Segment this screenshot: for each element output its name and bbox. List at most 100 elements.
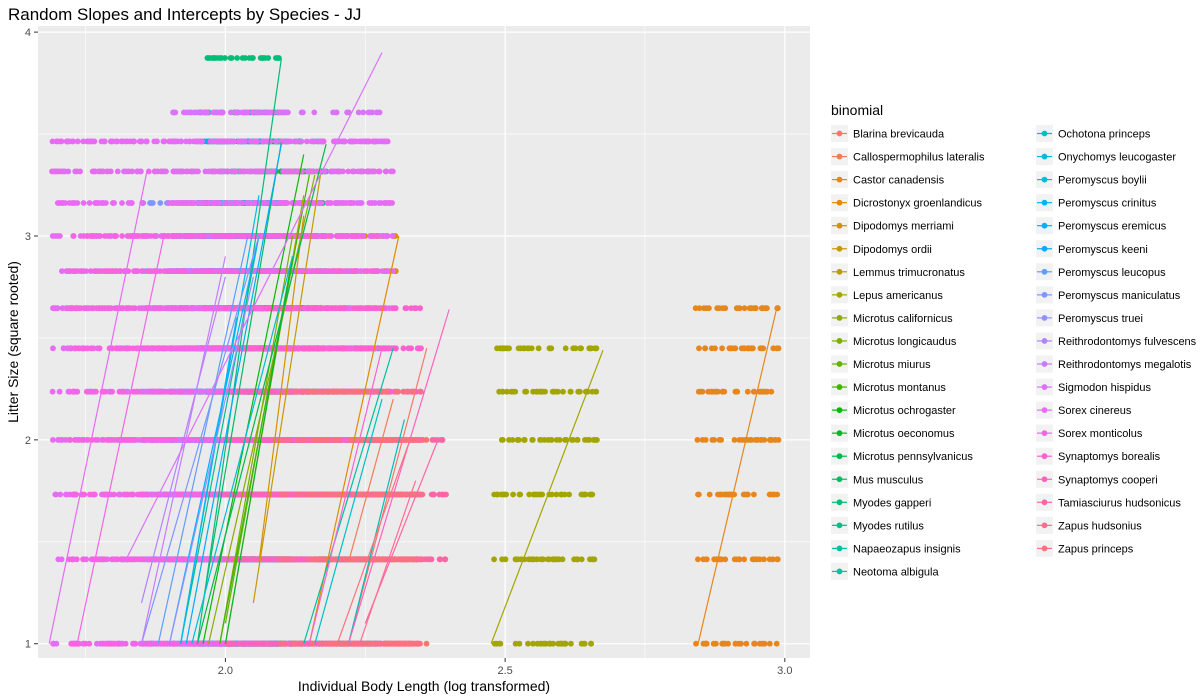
data-point	[731, 437, 738, 443]
data-point	[508, 388, 514, 395]
data-point	[767, 491, 774, 498]
data-point	[538, 437, 544, 443]
data-point	[693, 640, 699, 647]
data-point	[708, 345, 715, 352]
plot-background	[38, 26, 810, 658]
data-point	[590, 556, 596, 563]
data-point	[273, 55, 279, 61]
data-point	[555, 640, 561, 647]
data-point	[553, 491, 560, 498]
data-point	[750, 345, 756, 352]
data-point	[530, 640, 536, 647]
data-point	[542, 388, 548, 395]
data-point	[747, 437, 754, 443]
data-point	[214, 55, 221, 61]
data-point	[515, 556, 521, 563]
data-point	[526, 491, 533, 498]
data-point	[502, 556, 509, 563]
data-point	[733, 556, 740, 563]
data-point	[695, 491, 701, 498]
data-point	[556, 437, 563, 443]
data-point	[560, 388, 566, 395]
data-point	[509, 437, 516, 443]
data-point	[759, 345, 766, 352]
data-point	[525, 556, 532, 563]
data-point	[529, 437, 536, 443]
data-point	[516, 640, 523, 647]
data-point	[744, 491, 750, 498]
data-point	[761, 437, 768, 443]
data-point	[702, 437, 709, 443]
data-point	[702, 345, 709, 352]
data-point	[738, 345, 745, 352]
data-point	[517, 345, 524, 352]
data-point	[710, 640, 717, 647]
data-point	[491, 556, 497, 563]
data-point	[498, 437, 505, 443]
data-point	[589, 491, 596, 498]
data-point	[516, 491, 523, 498]
data-point	[575, 388, 582, 395]
data-point	[757, 556, 763, 563]
data-point	[588, 640, 594, 647]
data-point	[582, 491, 589, 498]
data-point	[491, 491, 498, 498]
data-point	[498, 491, 504, 498]
data-point	[722, 640, 728, 647]
data-point	[751, 491, 757, 498]
data-point	[741, 556, 747, 563]
plot-area	[38, 26, 810, 658]
data-point	[530, 491, 537, 498]
data-point	[228, 55, 235, 61]
data-point	[695, 556, 701, 563]
data-point	[752, 305, 759, 312]
data-point	[574, 437, 580, 443]
data-point	[572, 345, 579, 352]
data-point	[562, 640, 568, 647]
data-point	[265, 55, 272, 61]
data-point	[741, 305, 748, 312]
data-point	[578, 556, 585, 563]
data-point	[499, 345, 506, 352]
data-point	[703, 556, 710, 563]
data-point	[558, 491, 564, 498]
data-point	[259, 55, 266, 61]
data-point	[714, 305, 721, 312]
data-point	[719, 345, 725, 352]
data-point	[562, 345, 569, 352]
data-point	[524, 345, 531, 352]
data-point	[759, 305, 765, 312]
data-point	[768, 388, 775, 395]
data-point	[567, 388, 574, 395]
data-point	[423, 437, 430, 443]
data-point	[578, 345, 584, 352]
data-point	[581, 640, 588, 647]
data-point	[566, 491, 572, 498]
data-point	[537, 491, 544, 498]
data-point	[246, 55, 253, 61]
data-point	[573, 556, 580, 563]
data-point	[523, 388, 530, 395]
data-point	[702, 640, 709, 647]
data-point	[757, 640, 763, 647]
data-point	[695, 388, 702, 395]
data-point	[732, 640, 739, 647]
data-point	[591, 437, 598, 443]
data-point	[711, 437, 718, 443]
data-point	[774, 556, 780, 563]
data-point	[751, 388, 758, 395]
data-point	[553, 556, 560, 563]
data-point	[719, 388, 726, 395]
data-point	[748, 305, 755, 312]
data-point	[592, 345, 598, 352]
data-point	[204, 55, 211, 61]
data-point	[589, 388, 596, 395]
data-point	[514, 437, 521, 443]
chart-title: Random Slopes and Intercepts by Species …	[8, 5, 361, 24]
data-point	[222, 55, 228, 61]
data-point	[773, 640, 780, 647]
data-point	[521, 437, 528, 443]
data-point	[743, 640, 750, 647]
data-point	[570, 437, 576, 443]
